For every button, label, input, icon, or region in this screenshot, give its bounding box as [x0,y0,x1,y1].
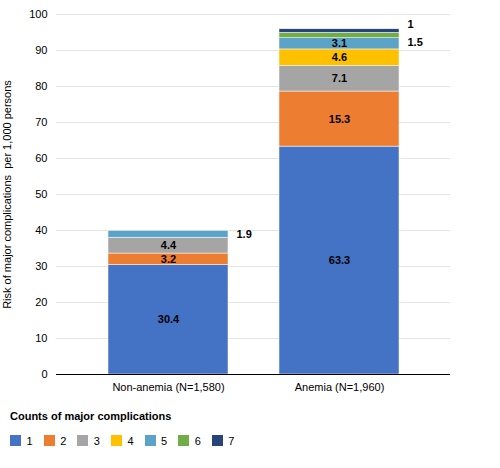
html-text:6: 6 [194,434,201,447]
svg-text:15.3: 15.3 [329,113,350,125]
svg-text:4.4: 4.4 [161,239,177,251]
svg-text:Non-anemia (N=1,580): Non-anemia (N=1,580) [112,381,224,393]
svg-text:0: 0 [41,368,47,380]
svg-text:100: 100 [29,8,47,20]
svg-text:Risk of major complications p: Risk of major complications per 1,000 pe… [1,80,13,309]
svg-text:3.2: 3.2 [161,253,176,265]
svg-text:1.5: 1.5 [407,36,422,48]
svg-text:30: 30 [35,260,47,272]
svg-text:63.3: 63.3 [329,254,350,266]
svg-text:3.1: 3.1 [332,37,347,49]
svg-text:4.6: 4.6 [332,51,347,63]
html-text:4: 4 [127,434,134,447]
svg-text:50: 50 [35,188,47,200]
svg-text:7.1: 7.1 [332,72,347,84]
html-text:1: 1 [26,434,33,447]
svg-text:1.9: 1.9 [236,228,251,240]
html-text:7: 7 [228,434,235,447]
svg-text:80: 80 [35,80,47,92]
html-text:Counts of major complications: Counts of major complications [10,410,172,422]
svg-text:60: 60 [35,152,47,164]
html-text:2: 2 [60,434,67,447]
svg-text:70: 70 [35,116,47,128]
html-text:5: 5 [161,434,168,447]
svg-text:1: 1 [407,18,413,30]
svg-text:Anemia (N=1,960): Anemia (N=1,960) [295,381,385,393]
svg-text:10: 10 [35,332,47,344]
svg-text:90: 90 [35,44,47,56]
svg-text:40: 40 [35,224,47,236]
svg-text:30.4: 30.4 [158,313,180,325]
svg-text:20: 20 [35,296,47,308]
html-text:3: 3 [93,434,100,447]
